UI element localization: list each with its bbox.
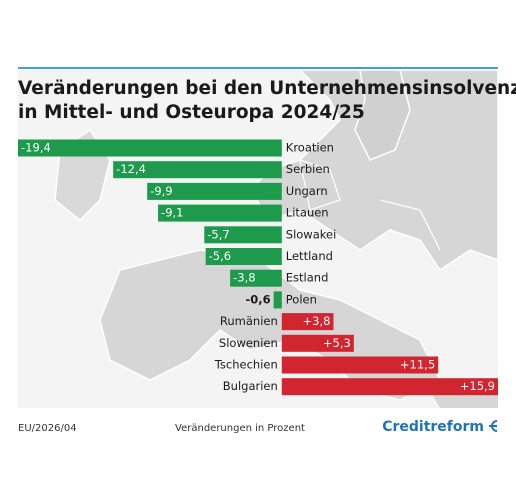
category-label: Polen bbox=[286, 292, 317, 306]
value-label: -19,4 bbox=[21, 141, 51, 155]
category-label: Estland bbox=[286, 271, 329, 285]
bar bbox=[281, 334, 354, 352]
category-label: Serbien bbox=[286, 162, 330, 176]
bar bbox=[204, 226, 282, 244]
bar bbox=[113, 161, 282, 179]
category-label: Rumänien bbox=[220, 314, 278, 328]
value-label: -3,8 bbox=[233, 271, 255, 285]
value-label: -0,6 bbox=[245, 292, 270, 306]
bar bbox=[158, 204, 282, 222]
value-label: -5,6 bbox=[209, 249, 231, 263]
chart-title: in Mittel- und Osteuropa 2024/25 bbox=[18, 102, 365, 123]
value-label: +11,5 bbox=[400, 358, 435, 372]
category-label: Lettland bbox=[286, 249, 333, 263]
value-label: +15,9 bbox=[460, 379, 495, 393]
category-label: Litauen bbox=[286, 206, 329, 220]
source-code: EU/2026/04 bbox=[18, 423, 77, 434]
category-label: Bulgarien bbox=[223, 379, 278, 393]
value-label: -9,9 bbox=[150, 184, 172, 198]
brand-logo: Creditreform bbox=[382, 419, 484, 435]
bar bbox=[281, 313, 334, 331]
category-label: Slowenien bbox=[219, 336, 278, 350]
value-label: -9,1 bbox=[161, 206, 183, 220]
value-label: +5,3 bbox=[323, 336, 351, 350]
category-label: Tschechien bbox=[214, 358, 278, 372]
chart-title: Veränderungen bei den Unternehmensinsolv… bbox=[18, 78, 516, 99]
value-label: +3,8 bbox=[303, 314, 331, 328]
bar bbox=[18, 139, 282, 157]
value-label: -12,4 bbox=[116, 162, 146, 176]
bar bbox=[205, 248, 282, 265]
bar bbox=[147, 182, 282, 200]
bar bbox=[281, 378, 498, 396]
category-label: Ungarn bbox=[286, 184, 328, 198]
bar bbox=[230, 269, 282, 287]
category-label: Slowakei bbox=[286, 227, 337, 241]
bar bbox=[281, 356, 439, 374]
value-label: -5,7 bbox=[207, 227, 229, 241]
bar bbox=[273, 291, 282, 309]
category-label: Kroatien bbox=[286, 141, 334, 155]
logo-icon bbox=[489, 420, 498, 432]
axis-note: Veränderungen in Prozent bbox=[175, 423, 305, 434]
